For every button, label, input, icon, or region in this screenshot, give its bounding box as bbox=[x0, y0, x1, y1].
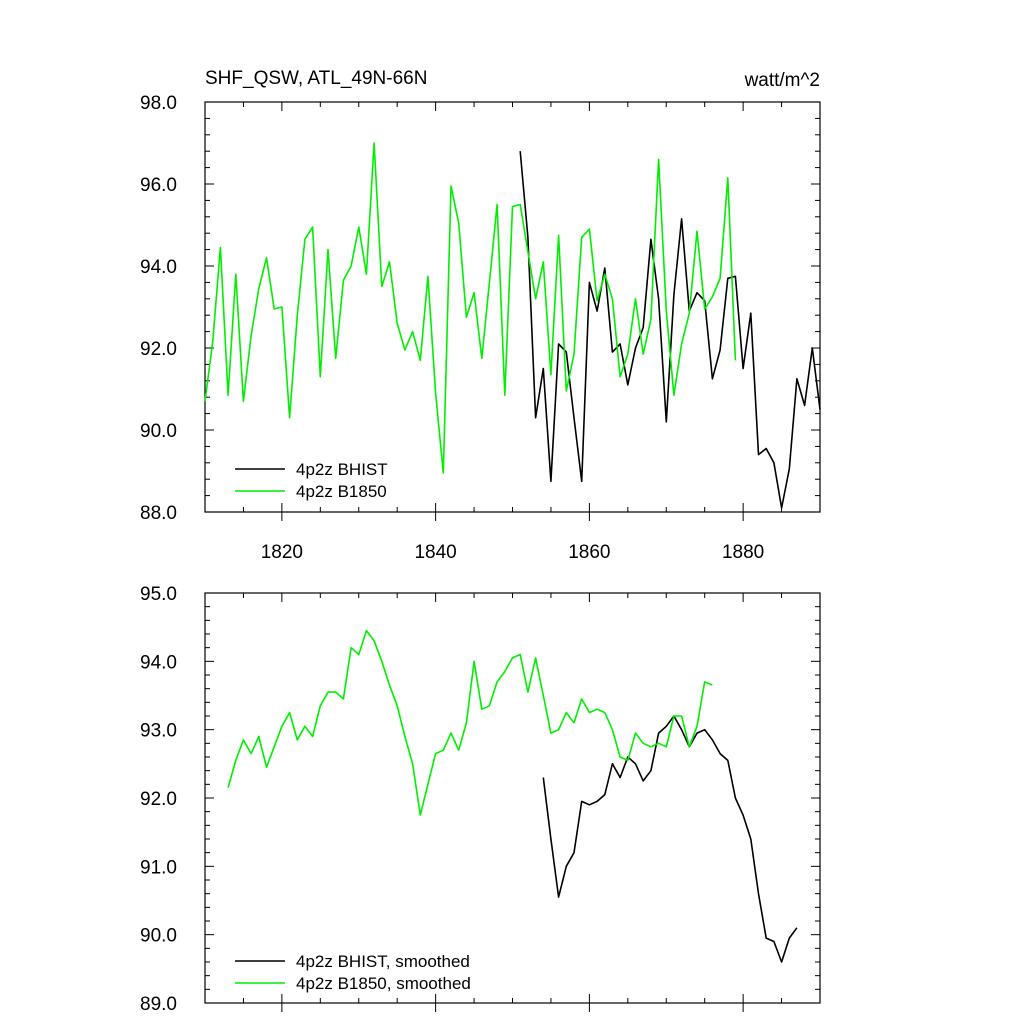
top-panel-legend: 4p2z BHIST 4p2z B1850 bbox=[235, 460, 388, 501]
bottom-legend-label-b1850: 4p2z B1850, smoothed bbox=[296, 974, 471, 993]
bottom-panel-frame bbox=[204, 592, 821, 1004]
y-tick-label: 91.0 bbox=[140, 857, 177, 878]
series-line-bhist bbox=[542, 715, 798, 963]
series-line-b1850 bbox=[227, 629, 713, 816]
x-tick-label: 1820 bbox=[261, 542, 303, 563]
x-tick-label: 1880 bbox=[722, 542, 764, 563]
top-panel-frame bbox=[204, 101, 821, 513]
y-tick-label: 89.0 bbox=[140, 994, 177, 1015]
top-legend-label-bhist: 4p2z BHIST bbox=[296, 460, 388, 479]
y-tick-label: 90.0 bbox=[140, 926, 177, 947]
y-tick-label: 98.0 bbox=[140, 93, 177, 114]
top-panel-ticks: 1820 1840 1860 1880 88.0 90.0 92.0 94.0 96.0 98.0 bbox=[140, 93, 821, 563]
top-panel: SHF_QSW, ATL_49N-66N watt/m^2 1820 1840 18… bbox=[140, 68, 821, 563]
top-panel-series bbox=[204, 142, 821, 509]
bottom-panel-legend: 4p2z BHIST, smoothed 4p2z B1850, smoothe… bbox=[235, 952, 471, 993]
top-legend-label-b1850: 4p2z B1850 bbox=[296, 482, 387, 501]
y-tick-label: 90.0 bbox=[140, 421, 177, 442]
y-tick-label: 94.0 bbox=[140, 257, 177, 278]
y-tick-label: 95.0 bbox=[140, 584, 177, 605]
x-tick-label: 1860 bbox=[568, 542, 610, 563]
series-line-bhist bbox=[519, 151, 821, 509]
y-tick-label: 92.0 bbox=[140, 339, 177, 360]
bottom-panel-ticks: 89.0 90.0 91.0 92.0 93.0 94.0 95.0 bbox=[140, 584, 821, 1015]
y-tick-label: 88.0 bbox=[140, 503, 177, 524]
bottom-legend-label-bhist: 4p2z BHIST, smoothed bbox=[296, 952, 470, 971]
y-tick-label: 92.0 bbox=[140, 789, 177, 810]
top-panel-title-left: SHF_QSW, ATL_49N-66N bbox=[205, 68, 427, 89]
bottom-panel: 89.0 90.0 91.0 92.0 93.0 94.0 95.0 4p2z BHIST,… bbox=[140, 584, 821, 1015]
y-tick-label: 94.0 bbox=[140, 652, 177, 673]
x-tick-label: 1840 bbox=[414, 542, 456, 563]
series-line-b1850 bbox=[204, 142, 737, 474]
y-tick-label: 93.0 bbox=[140, 721, 177, 742]
top-panel-title-right: watt/m^2 bbox=[744, 70, 820, 91]
bottom-panel-series bbox=[227, 629, 798, 963]
y-tick-label: 96.0 bbox=[140, 175, 177, 196]
